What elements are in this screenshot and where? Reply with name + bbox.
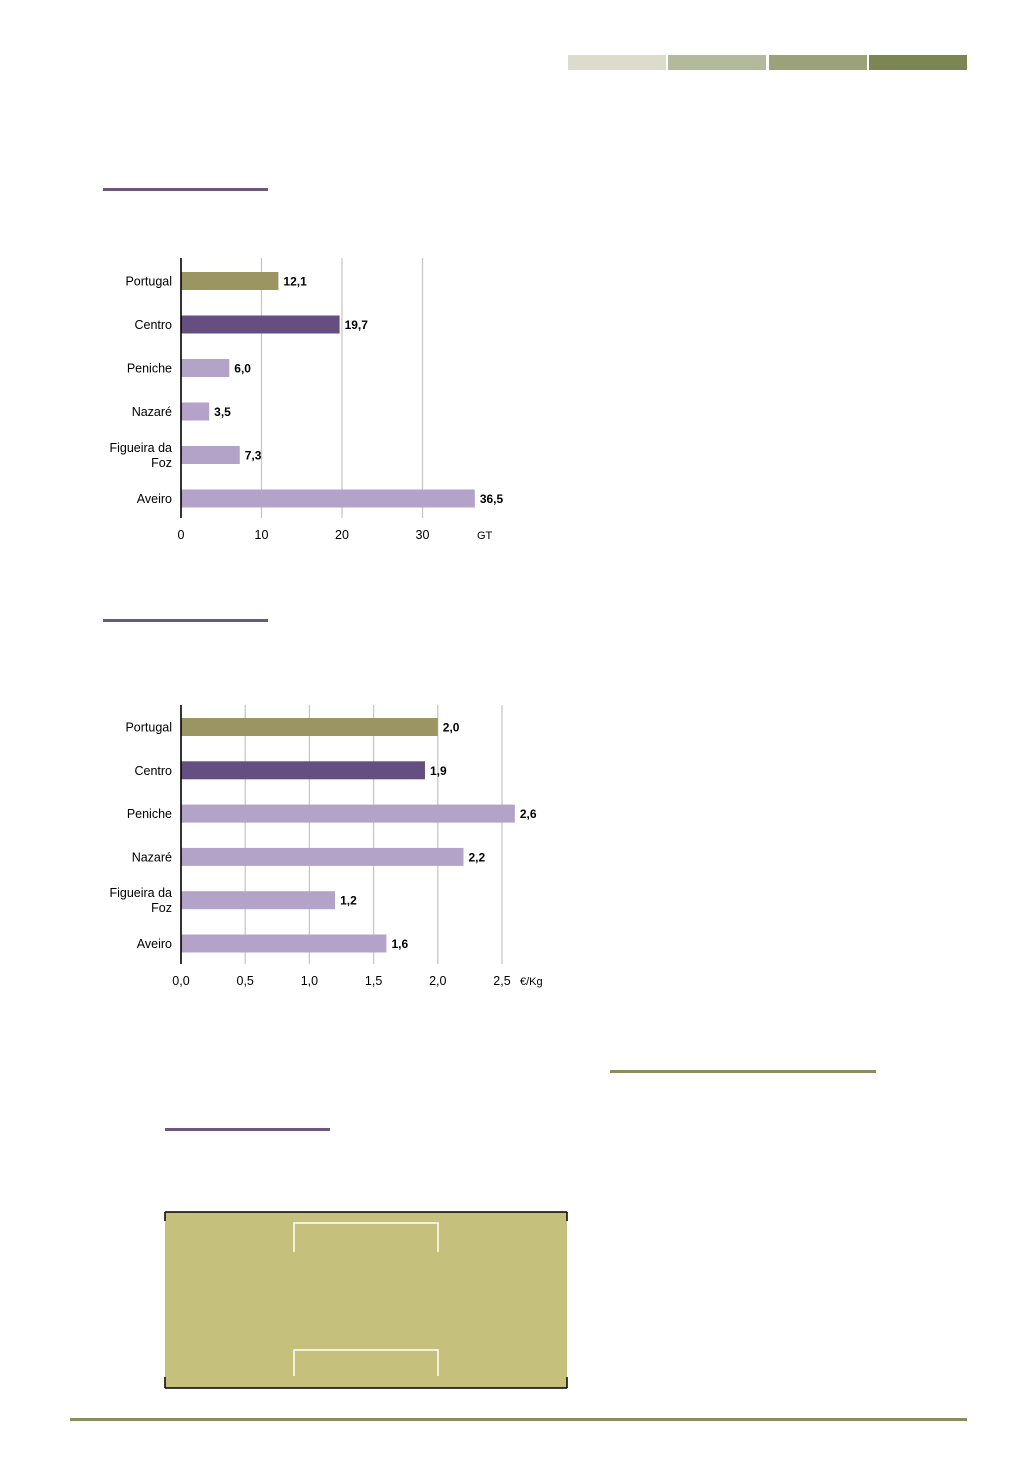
- chart2-category-label: Peniche: [127, 807, 172, 821]
- chart2-bar: [181, 718, 438, 736]
- chart2-tick-label: 2,0: [429, 974, 446, 988]
- header-bar-segment-2: [668, 55, 766, 70]
- chart2-value-label: 1,9: [430, 764, 447, 778]
- chart2-category-label: Foz: [151, 901, 172, 915]
- chart2-tick-label: 1,0: [301, 974, 318, 988]
- chart2-category-label: Figueira da: [109, 886, 172, 900]
- chart1-tick-label: 20: [335, 528, 349, 542]
- panel-bracket-top: [293, 1222, 439, 1252]
- panel-bracket-bottom: [293, 1349, 439, 1376]
- chart2-tick-label: 2,5: [493, 974, 510, 988]
- chart2-value-label: 2,0: [443, 721, 460, 735]
- chart1-bar: [181, 489, 475, 508]
- chart2-bar: [181, 891, 336, 910]
- chart2-tick-label: 0,0: [172, 974, 189, 988]
- chart1-bar: [181, 315, 340, 334]
- chart2-value-label: 1,6: [391, 937, 408, 951]
- chart1-category-label: Peniche: [127, 362, 172, 376]
- panel-fill: [165, 1212, 567, 1388]
- chart2-bar: [181, 934, 387, 953]
- chart-price-per-kg-by-port: 2,0 Portugal 1,9 Centro 2,6 Peniche 2,2 Nazaré 1…: [109, 705, 543, 988]
- chart2-category-label: Aveiro: [137, 937, 172, 951]
- chart2-category-label: Centro: [134, 764, 172, 778]
- chart2-bar: [181, 761, 425, 780]
- chart1-tick-label: 10: [255, 528, 269, 542]
- chart1-tick-label: 30: [416, 528, 430, 542]
- chart1-value-label: 19,7: [345, 318, 369, 332]
- section-rule-right: [610, 1070, 876, 1073]
- chart1-category-label: Aveiro: [137, 492, 172, 506]
- chart1-value-label: 36,5: [480, 492, 504, 506]
- chart1-category-label: Portugal: [125, 275, 172, 289]
- chart2-value-label: 2,2: [468, 850, 485, 864]
- chart2-tick-label: 1,5: [365, 974, 382, 988]
- chart-gt-by-port: 12,1 Portugal 19,7 Centro 6,0 Peniche 3,5 Nazar…: [109, 258, 504, 542]
- chart2-category-label: Portugal: [125, 721, 172, 735]
- footer-rule: [70, 1418, 967, 1421]
- header-bar-segment-4: [869, 55, 967, 70]
- chart2-bar: [181, 847, 464, 866]
- header-bar-segment-1: [568, 55, 666, 70]
- chart1-bar: [181, 402, 210, 421]
- chart1-category-label: Foz: [151, 456, 172, 470]
- section-rule-chart-2: [103, 619, 268, 622]
- chart1-tick-label: 0: [178, 528, 185, 542]
- chart1-category-label: Nazaré: [132, 405, 172, 419]
- section-rule-panel: [165, 1128, 330, 1131]
- chart1-bar: [181, 359, 230, 377]
- chart1-category-label: Centro: [134, 318, 172, 332]
- chart1-value-label: 12,1: [283, 275, 307, 289]
- chart2-unit-label: €/Kg: [520, 976, 543, 988]
- section-rule-chart-1: [103, 188, 268, 191]
- chart1-bar: [181, 272, 279, 290]
- chart1-value-label: 7,3: [245, 449, 262, 463]
- chart1-category-label: Figueira da: [109, 441, 172, 455]
- chart2-bar: [181, 804, 515, 823]
- chart1-unit-label: GT: [477, 530, 493, 542]
- chart2-value-label: 2,6: [520, 807, 537, 821]
- chart1-value-label: 6,0: [234, 362, 251, 376]
- chart1-bar: [181, 446, 240, 464]
- chart2-value-label: 1,2: [340, 894, 357, 908]
- olive-panel: [164, 1211, 568, 1389]
- chart2-category-label: Nazaré: [132, 850, 172, 864]
- chart1-value-label: 3,5: [214, 405, 231, 419]
- header-bar-segment-3: [769, 55, 867, 70]
- chart2-tick-label: 0,5: [237, 974, 254, 988]
